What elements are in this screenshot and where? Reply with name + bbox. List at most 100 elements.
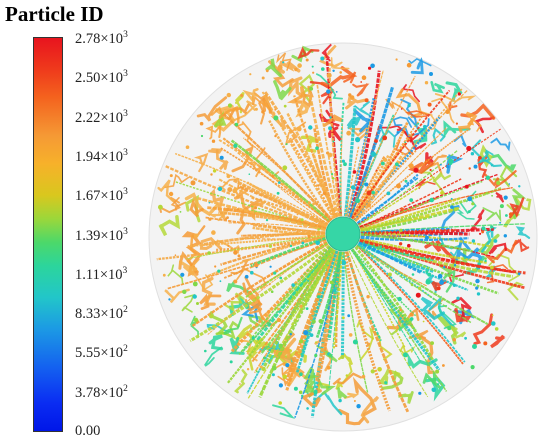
particle-trace: [276, 52, 292, 71]
particle-dot: [440, 242, 443, 245]
particle-dot: [250, 270, 254, 275]
particle-dot: [394, 162, 399, 167]
particle-dot: [282, 165, 288, 171]
particle-trace: [315, 73, 343, 100]
particle-trace: [328, 126, 342, 142]
particle-trace: [234, 194, 264, 222]
particle-jet: [356, 244, 466, 363]
particle-dot: [237, 254, 241, 258]
particle-jet: [358, 149, 459, 226]
particle-dot: [407, 103, 411, 108]
particle-dot: [233, 143, 238, 148]
particle-dot: [313, 390, 318, 395]
particle-dot: [277, 64, 283, 71]
particle-dot: [445, 109, 450, 114]
particle-dot: [309, 86, 314, 91]
particle-dot: [430, 341, 434, 345]
particle-trace: [395, 88, 423, 119]
colorbar-tick-label: 2.22×103: [75, 109, 128, 126]
particle-dot: [437, 273, 443, 279]
colorbar-tick-label: 1.11×103: [75, 266, 127, 283]
particle-jet: [356, 177, 419, 224]
particle-jet: [360, 223, 526, 234]
particle-dot: [268, 348, 271, 352]
particle-dot: [472, 344, 477, 349]
particle-dot: [301, 394, 304, 397]
particle-trace: [477, 154, 489, 178]
particle-trace: [157, 179, 175, 202]
particle-jet: [360, 197, 461, 231]
particle-dot: [404, 141, 407, 143]
particle-jet: [295, 250, 339, 374]
particle-dot: [490, 265, 494, 270]
tick-mantissa: 1.39×10: [75, 227, 124, 244]
particle-trace: [490, 137, 511, 152]
particle-dot: [481, 226, 486, 231]
particle-jet: [360, 228, 456, 235]
particle-trace: [208, 148, 223, 154]
particle-dot: [429, 197, 435, 203]
particle-jet: [356, 244, 464, 365]
particle-dot: [450, 205, 454, 209]
particle-dot: [219, 280, 222, 283]
particle-dot: [269, 265, 272, 268]
particle-dot: [400, 207, 404, 211]
particle-trace: [188, 258, 214, 291]
particle-dot: [342, 316, 345, 320]
particle-trace: [196, 96, 228, 122]
particle-dot: [182, 289, 187, 294]
tick-mantissa: 2.78×10: [75, 31, 124, 47]
particle-trace: [352, 376, 377, 417]
particle-jet: [219, 146, 331, 223]
particle-dot: [353, 400, 356, 402]
particle-dot: [484, 259, 487, 263]
particle-dot: [355, 198, 361, 204]
particle-dot: [338, 398, 342, 403]
particle-dot: [226, 216, 229, 220]
particle-trace: [453, 133, 467, 148]
particle-trace: [482, 207, 502, 223]
particle-dot: [467, 196, 473, 202]
particle-dot: [374, 139, 378, 143]
central-hub: [325, 216, 361, 252]
particle-jet: [360, 231, 491, 248]
colorbar-tick-label: 3.78×102: [75, 384, 128, 401]
particle-dot: [384, 381, 388, 385]
particle-dot: [503, 234, 507, 238]
particle-jet: [259, 211, 327, 230]
particle-dot: [471, 202, 475, 206]
particle-dot: [355, 137, 361, 143]
particle-dot: [464, 336, 467, 340]
particle-dot: [450, 197, 453, 200]
particle-trace: [430, 81, 445, 94]
particle-dot: [343, 162, 347, 167]
particle-trace: [432, 171, 451, 183]
particle-dot: [305, 58, 309, 62]
particle-trace: [224, 292, 245, 313]
particle-dot: [352, 170, 357, 174]
particle-trace: [215, 149, 229, 171]
particle-dot: [315, 146, 319, 150]
particle-trace: [337, 408, 365, 426]
particle-trace: [488, 242, 508, 255]
particle-trace: [360, 395, 380, 424]
particle-dot: [219, 155, 224, 160]
particle-jet: [354, 246, 435, 361]
particle-dot: [273, 271, 277, 275]
particle-trace: [208, 334, 224, 351]
particle-dot: [331, 173, 334, 176]
particle-dot: [193, 233, 199, 239]
particle-dot: [346, 130, 352, 136]
particle-trace: [490, 334, 506, 349]
colorbar-title: Particle ID: [5, 2, 104, 26]
particle-dot: [484, 257, 487, 260]
particle-trace: [201, 276, 216, 306]
particle-dot: [227, 187, 233, 193]
particle-dot: [211, 230, 216, 235]
particle-dot: [387, 272, 392, 277]
particle-dot: [456, 296, 460, 300]
tick-mantissa: 3.78×10: [75, 384, 124, 401]
particle-trace: [295, 100, 310, 118]
particle-dot: [255, 370, 258, 373]
particle-dot: [348, 333, 353, 337]
